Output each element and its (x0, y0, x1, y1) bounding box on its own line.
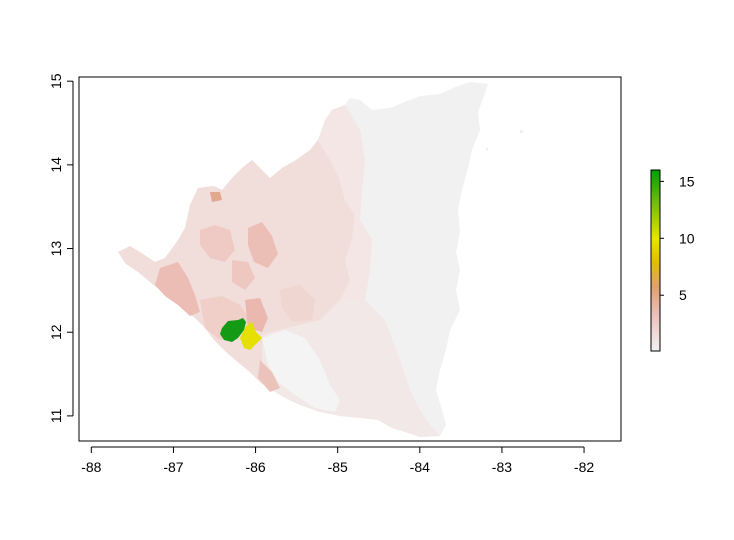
legend-ticks: 5 10 15 (660, 173, 695, 303)
y-tick-label: 12 (48, 324, 64, 340)
island-mark (520, 130, 523, 133)
high-value-green-region (220, 318, 246, 342)
lake-region (262, 330, 340, 412)
orange-patch (210, 192, 222, 202)
y-tick-label: 11 (48, 408, 64, 423)
legend-tick-label: 10 (679, 230, 695, 246)
y-tick-label: 14 (48, 157, 64, 173)
x-tick-label: -84 (410, 459, 430, 475)
high-value-yellow-region (240, 322, 262, 350)
x-tick-label: -82 (574, 459, 594, 475)
x-tick-label: -86 (245, 459, 265, 475)
x-tick-label: -87 (163, 459, 183, 475)
esteli-patch (248, 222, 278, 268)
x-tick-label: -83 (492, 459, 512, 475)
map-regions (118, 82, 523, 437)
south-region (262, 300, 440, 437)
plot-frame (78, 76, 622, 442)
legend-tick-label: 15 (679, 173, 695, 189)
chinandega-patch (200, 225, 235, 262)
boaco-patch (280, 285, 315, 322)
rivas-patch (258, 360, 280, 392)
matagalpa-patch (232, 260, 255, 290)
legend-tick-label: 5 (679, 287, 687, 303)
legend-color-bar (650, 169, 661, 352)
color-legend: 5 10 15 (650, 169, 695, 352)
island-mark (486, 148, 488, 151)
x-tick-label: -85 (328, 459, 348, 475)
y-tick-label: 15 (48, 73, 64, 89)
y-tick-label: 13 (48, 241, 64, 257)
leon-region (155, 262, 200, 316)
central-region (318, 105, 372, 300)
x-tick-label: -88 (81, 459, 101, 475)
x-axis: -88 -87 -86 -85 -84 -83 -82 (81, 446, 594, 475)
y-axis: 11 12 13 14 15 (48, 73, 74, 423)
